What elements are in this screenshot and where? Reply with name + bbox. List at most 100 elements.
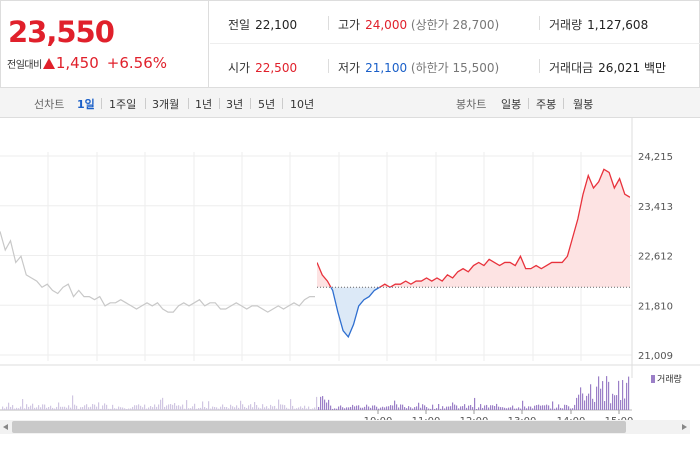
volume-bar: [588, 393, 590, 410]
volume-bar: [238, 407, 240, 410]
volume-bar: [240, 400, 242, 410]
volume-bar: [16, 407, 18, 410]
tab-10years[interactable]: 10년: [290, 98, 315, 111]
volume-bar: [120, 407, 122, 410]
volume-bar: [112, 404, 114, 410]
candle-chart-label: 봉차트: [456, 98, 487, 111]
tab-5years[interactable]: 5년: [258, 98, 276, 111]
volume-bar: [194, 403, 196, 410]
volume-bar: [608, 381, 610, 410]
volume-bar: [316, 396, 318, 410]
volume-bar: [44, 404, 46, 410]
volume-bar: [504, 407, 506, 410]
volume-bar: [18, 408, 20, 410]
volume-bar: [288, 408, 290, 410]
volume-bar: [394, 400, 396, 410]
volume-bar: [182, 404, 184, 410]
volume-legend-label: 거래량: [657, 373, 682, 385]
volume-bar: [70, 407, 72, 410]
volume-bar: [144, 404, 146, 410]
volume-bar: [338, 406, 340, 410]
volume-bar: [592, 398, 594, 410]
volume-bar: [624, 398, 626, 410]
tab-1day[interactable]: 1일: [77, 98, 95, 111]
volume-bar: [260, 408, 262, 410]
volume-bar: [262, 404, 264, 410]
volume-bar: [180, 406, 182, 410]
volume-bar: [158, 404, 160, 410]
open-cell: 시가 22,500: [228, 59, 297, 76]
tab-daily-candle[interactable]: 일봉: [501, 98, 522, 111]
volume-bar: [48, 406, 50, 410]
volume-bar: [312, 408, 314, 410]
volume-bar: [620, 399, 622, 410]
volume-bar: [524, 406, 526, 410]
volume-bar: [460, 406, 462, 410]
volume-bar: [218, 408, 220, 410]
volume-bar: [72, 395, 74, 410]
volume-bar: [284, 405, 286, 410]
volume-bar: [576, 397, 578, 410]
y-tick-label: 21,810: [638, 301, 673, 312]
volume-bar: [602, 381, 604, 410]
volume-bar: [354, 406, 356, 410]
tab-3months[interactable]: 3개월: [152, 98, 180, 111]
high-label: 고가: [338, 18, 361, 32]
volume-bar: [368, 406, 370, 410]
volume-bar: [170, 404, 172, 410]
volume-bar: [142, 407, 144, 410]
volume-bar: [488, 407, 490, 410]
divider: [101, 98, 102, 109]
volume-bar: [56, 406, 58, 410]
volume-bar: [342, 407, 344, 410]
change-row: 전일대비 1,450 +6.56%: [7, 54, 167, 72]
volume-bar: [528, 406, 530, 410]
volume-bar: [336, 408, 338, 410]
tab-monthly-candle[interactable]: 월봉: [573, 98, 594, 111]
volume-bar: [168, 404, 170, 410]
volume-bar: [86, 404, 88, 410]
volume-bar: [248, 405, 250, 410]
volume-bar: [166, 405, 168, 410]
volume-bar: [614, 395, 616, 410]
volume-bar: [406, 408, 408, 410]
volume-bar: [562, 408, 564, 410]
volume-value: 1,127,608: [587, 18, 649, 32]
tab-weekly-candle[interactable]: 주봉: [536, 98, 557, 111]
volume-bar: [298, 407, 300, 410]
volume-bar: [434, 408, 436, 410]
tab-1year[interactable]: 1년: [195, 98, 213, 111]
upper-limit: (상한가 28,700): [410, 18, 500, 32]
volume-bar: [150, 405, 152, 410]
volume-bar: [68, 405, 70, 410]
tab-1week[interactable]: 1주일: [109, 98, 137, 111]
volume-bar: [208, 401, 210, 410]
volume-bar: [628, 376, 630, 410]
volume-bar: [308, 406, 310, 410]
volume-bar: [214, 406, 216, 410]
volume-bar: [264, 407, 266, 410]
volume-bar: [586, 395, 588, 410]
volume-bar: [2, 406, 4, 410]
tab-3years[interactable]: 3년: [226, 98, 244, 111]
change-label: 전일대비: [7, 60, 42, 71]
volume-bar: [126, 408, 128, 410]
volume-bar: [444, 408, 446, 410]
lower-limit: (하한가 15,500): [410, 61, 500, 75]
volume-bar: [24, 408, 26, 410]
volume-bar: [474, 397, 476, 410]
volume-bar: [94, 404, 96, 410]
volume-bar: [526, 408, 528, 410]
chart-svg: 24,215 23,413 22,612 21,810 21,009 거래량 10:00…: [0, 118, 700, 434]
volume-bar: [582, 393, 584, 410]
open-value: 22,500: [255, 61, 298, 75]
volume-bar: [472, 407, 474, 410]
volume-panel: 거래량: [0, 364, 700, 411]
low-value: 21,100: [365, 61, 408, 75]
volume-bar: [616, 395, 618, 410]
volume-bar: [98, 402, 100, 410]
scrollbar-thumb: [12, 421, 626, 433]
volume-bar: [50, 405, 52, 410]
y-tick-label: 21,009: [638, 351, 673, 362]
volume-bar: [146, 408, 148, 410]
